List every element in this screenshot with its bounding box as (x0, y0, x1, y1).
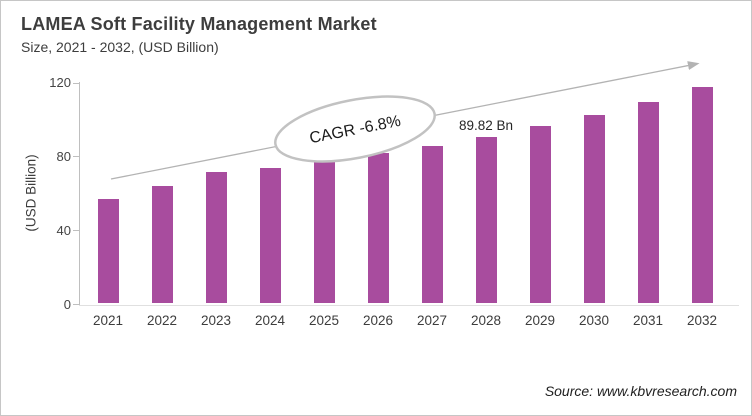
x-axis-label-2023: 2023 (200, 313, 232, 328)
x-axis-label-2022: 2022 (146, 313, 178, 328)
y-axis-tick (73, 230, 79, 232)
chart-title: LAMEA Soft Facility Management Market (21, 14, 377, 34)
x-axis-line (79, 305, 739, 306)
bar-2023 (205, 172, 227, 303)
y-axis-tick-label: 80 (56, 148, 71, 164)
x-axis-label-2025: 2025 (308, 313, 340, 328)
y-axis-tick (73, 156, 79, 158)
bar-2025 (313, 161, 335, 303)
x-axis-label-2028: 2028 (470, 313, 502, 328)
data-point-value-label: 89.82 Bn (458, 118, 514, 133)
bar-2031 (637, 102, 659, 303)
y-axis-tick (73, 304, 79, 305)
source-text: Source: www.kbvresearch.com (544, 383, 737, 399)
x-axis-label-2026: 2026 (362, 313, 394, 328)
x-axis-label-2024: 2024 (254, 313, 286, 328)
y-axis-tick-label: 120 (49, 75, 71, 90)
bar-2028 (475, 136, 497, 303)
chart-subtitle: Size, 2021 - 2032, (USD Billion) (21, 39, 219, 55)
bar-2021 (97, 199, 119, 303)
bar-2032 (691, 87, 713, 303)
y-axis-tick-label: 40 (56, 222, 71, 238)
y-axis-tick (73, 82, 79, 84)
x-axis-label-2027: 2027 (416, 313, 448, 328)
x-axis-label-2029: 2029 (524, 313, 556, 328)
x-axis-label-2031: 2031 (632, 313, 664, 328)
x-axis-label-2032: 2032 (686, 313, 718, 328)
bar-2022 (151, 186, 173, 303)
bar-2029 (529, 126, 551, 303)
bar-2026 (367, 153, 389, 303)
y-axis-line (79, 82, 80, 305)
bar-2027 (421, 145, 443, 303)
x-axis-label-2030: 2030 (578, 313, 610, 328)
x-axis-label-2021: 2021 (92, 313, 124, 328)
y-axis-tick-label: 0 (63, 296, 71, 312)
bar-2030 (583, 115, 605, 303)
bar-2024 (259, 167, 281, 303)
y-axis-title: (USD Billion) (23, 154, 39, 232)
